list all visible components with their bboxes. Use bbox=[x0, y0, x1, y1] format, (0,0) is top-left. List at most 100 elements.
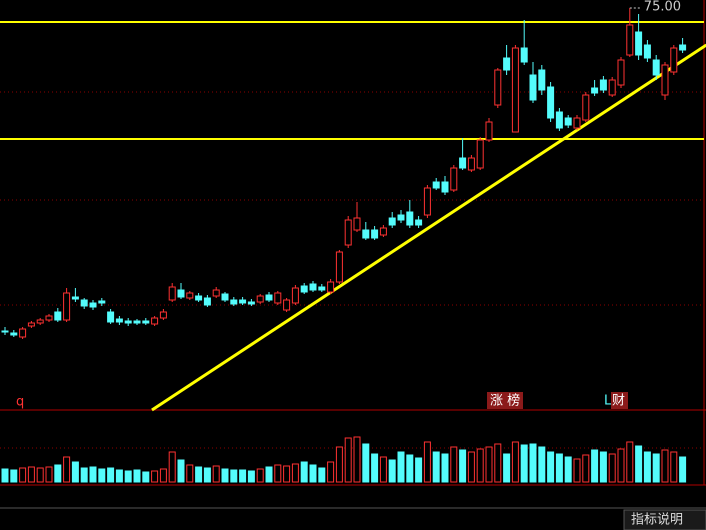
candle-body bbox=[247, 301, 255, 305]
volume-bar bbox=[476, 448, 484, 483]
volume-bar bbox=[626, 441, 634, 483]
volume-bar bbox=[142, 471, 150, 483]
volume-bar bbox=[291, 463, 299, 483]
candle-body bbox=[1, 330, 9, 333]
marker-bg bbox=[611, 392, 628, 409]
volume-bar bbox=[371, 453, 379, 483]
candle-body bbox=[256, 295, 264, 303]
marker: 涨 榜 bbox=[490, 393, 520, 409]
candle-body bbox=[10, 332, 18, 336]
volume-bar bbox=[415, 457, 423, 483]
volume-bar bbox=[511, 441, 519, 483]
candle-body bbox=[670, 47, 678, 73]
candle-body bbox=[212, 289, 220, 297]
volume-bar bbox=[283, 465, 291, 483]
volume-bar bbox=[1, 468, 9, 483]
candle-body bbox=[142, 320, 150, 324]
candle-body bbox=[415, 219, 423, 226]
volume-bar bbox=[450, 446, 458, 483]
candle-body bbox=[397, 214, 405, 221]
candle-body bbox=[379, 227, 387, 236]
candle-body bbox=[318, 286, 326, 291]
volume-bar bbox=[467, 451, 475, 483]
volume-bar bbox=[397, 451, 405, 483]
volume-bar bbox=[54, 464, 62, 483]
volume-bar bbox=[36, 467, 44, 483]
candle-body bbox=[63, 292, 71, 321]
volume-bar bbox=[10, 469, 18, 483]
candle-body bbox=[547, 86, 555, 119]
candle-body bbox=[608, 79, 616, 96]
candle-body bbox=[643, 44, 651, 59]
candle-body bbox=[652, 59, 660, 76]
marker: 财 bbox=[612, 394, 625, 409]
volume-bar bbox=[274, 464, 282, 483]
volume-bar bbox=[555, 453, 563, 483]
candle-body bbox=[679, 44, 687, 51]
candle-body bbox=[388, 217, 396, 226]
volume-bar bbox=[327, 461, 335, 483]
volume-bar bbox=[265, 466, 273, 483]
candle-body bbox=[19, 328, 27, 338]
candle-body bbox=[573, 117, 581, 129]
volume-bar bbox=[239, 469, 247, 483]
volume-bar bbox=[230, 469, 238, 483]
volume-bar bbox=[309, 464, 317, 483]
volume-bar bbox=[617, 448, 625, 483]
volume-bar bbox=[344, 437, 352, 483]
volume-bar bbox=[19, 467, 27, 483]
candle-body bbox=[555, 111, 563, 129]
footer-button[interactable] bbox=[623, 509, 706, 530]
candle-body bbox=[599, 79, 607, 91]
volume-bar bbox=[212, 465, 220, 483]
volume-bar bbox=[379, 456, 387, 483]
candle-body bbox=[98, 300, 106, 304]
candle-body bbox=[203, 297, 211, 306]
candle-body bbox=[274, 292, 282, 304]
volume-bar bbox=[124, 470, 132, 483]
volume-bar bbox=[573, 458, 581, 483]
volume-bar bbox=[45, 466, 53, 483]
candle-body bbox=[36, 319, 44, 324]
volume-bar bbox=[582, 454, 590, 483]
volume-bar bbox=[221, 468, 229, 483]
volume-bar bbox=[203, 467, 211, 483]
volume-bar bbox=[318, 467, 326, 483]
volume-bar bbox=[652, 453, 660, 483]
volume-bar bbox=[432, 451, 440, 483]
volume-bar bbox=[89, 466, 97, 483]
volume-bar bbox=[406, 454, 414, 483]
volume-bar bbox=[133, 469, 141, 483]
volume-bar bbox=[98, 468, 106, 483]
candle-body bbox=[344, 219, 352, 246]
volume-bar bbox=[362, 443, 370, 483]
volume-bar bbox=[388, 459, 396, 483]
volume-bar bbox=[670, 451, 678, 483]
volume-bar bbox=[635, 445, 643, 483]
candle-body bbox=[564, 117, 572, 126]
volume-bar bbox=[256, 468, 264, 483]
footer-label[interactable]: 指标说明 bbox=[631, 513, 683, 528]
volume-bar bbox=[423, 441, 431, 483]
candle-body bbox=[406, 211, 414, 226]
volume-bar bbox=[538, 446, 546, 483]
candle-body bbox=[582, 94, 590, 121]
volume-bar bbox=[195, 466, 203, 483]
candle-body bbox=[617, 59, 625, 86]
candle-body bbox=[230, 299, 238, 305]
volume-bar bbox=[159, 468, 167, 483]
candle-body bbox=[300, 285, 308, 293]
candle-body bbox=[494, 69, 502, 106]
grid bbox=[0, 91, 704, 449]
candle-body bbox=[538, 69, 546, 91]
candle-body bbox=[107, 311, 115, 323]
volume-bar bbox=[27, 466, 35, 483]
candle-body bbox=[476, 139, 484, 169]
volume-bar bbox=[168, 451, 176, 483]
candle-body bbox=[159, 311, 167, 319]
candle-body bbox=[168, 286, 176, 301]
candle-body bbox=[353, 217, 361, 231]
candle-body bbox=[221, 293, 229, 301]
candle-body bbox=[371, 229, 379, 239]
